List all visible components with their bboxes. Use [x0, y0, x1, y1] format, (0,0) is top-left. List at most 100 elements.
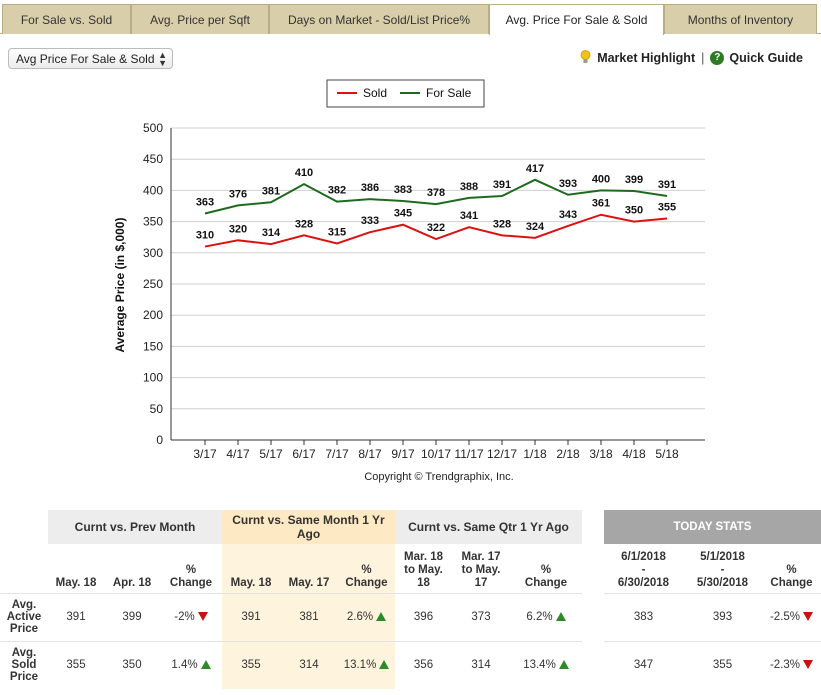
data-label: 363 [196, 196, 214, 208]
cell-pct: -2.5% [762, 592, 821, 641]
col-pct-change-3: % Change [510, 544, 582, 593]
top-links: Market Highlight | ? Quick Guide [580, 50, 803, 65]
cell-pct: -2.3% [762, 640, 821, 689]
pct-value: 6.2% [526, 611, 553, 623]
pct-value: 13.1% [343, 659, 377, 672]
pct-value: -2.5% [769, 611, 801, 623]
cell-pct: 13.1% [338, 640, 395, 689]
data-label: 386 [361, 182, 379, 194]
col-line: - [720, 563, 725, 576]
row-label-line: Price [9, 623, 39, 635]
table-row: Avg. Active Price 391 399 -2% 391 381 2.6%… [0, 592, 821, 641]
chart-type-select-value: Avg Price For Sale & Sold [16, 51, 155, 66]
y-tick-label: 500 [143, 121, 163, 135]
x-tick-label: 10/17 [421, 447, 451, 461]
data-label: 343 [559, 209, 577, 221]
cell-value: 356 [395, 640, 452, 689]
table-row: Avg. Sold Price 355 350 1.4% 355 314 13.1%… [0, 640, 821, 689]
tab-avg-price-for-sale-sold[interactable]: Avg. Price For Sale & Sold [489, 4, 664, 35]
data-label: 315 [328, 226, 346, 238]
data-label: 400 [592, 173, 610, 185]
y-tick-label: 0 [156, 433, 163, 447]
cell-value: 393 [683, 592, 762, 641]
col-line: 5/1/2018 [700, 550, 745, 563]
cell-value: 355 [222, 640, 280, 689]
x-tick-label: 4/17 [226, 447, 250, 461]
col-change-word: Change [345, 576, 388, 589]
tab-days-on-market[interactable]: Days on Market - Sold/List Price% [269, 4, 489, 34]
col-mar18-may18: Mar. 18 to May. 18 [395, 544, 452, 593]
col-line: 18 [417, 576, 430, 589]
col-pct-change-4: % Change [762, 544, 821, 593]
stats-gap-cell [582, 593, 604, 641]
data-label: 328 [295, 218, 313, 230]
col-may18-b: May. 18 [222, 544, 280, 593]
lightbulb-icon [580, 50, 591, 63]
up-arrow-icon [558, 660, 569, 670]
y-tick-label: 100 [143, 371, 163, 385]
col-pct-symbol: % [786, 563, 797, 576]
x-tick-label: 12/17 [487, 447, 517, 461]
x-tick-label: 5/18 [655, 447, 679, 461]
pct-value: 2.6% [346, 611, 374, 623]
x-tick-label: 5/17 [259, 447, 283, 461]
up-arrow-icon [376, 612, 387, 621]
chart-type-select[interactable]: Avg Price For Sale & Sold ▲ ▼ [8, 48, 173, 69]
cell-pct: 13.4% [510, 640, 582, 689]
data-label: 341 [460, 210, 478, 222]
down-arrow-icon [197, 612, 208, 621]
col-line: 17 [474, 576, 488, 589]
cell-pct: 1.4% [160, 640, 222, 689]
x-tick-label: 1/18 [523, 447, 547, 461]
y-tick-label: 250 [143, 277, 163, 291]
data-label: 381 [262, 185, 280, 197]
cell-value: 373 [452, 592, 510, 641]
market-highlight-link[interactable]: Market Highlight [597, 50, 696, 65]
quick-guide-link[interactable]: Quick Guide [729, 50, 803, 65]
col-line: Mar. 18 [404, 550, 443, 563]
y-tick-label: 200 [143, 308, 163, 322]
data-label: 350 [625, 205, 643, 217]
cell-value: 314 [452, 640, 510, 689]
stats-corner-2 [0, 544, 48, 593]
stats-column-header-row: May. 18 Apr. 18 % Change May. 18 May. 17 … [0, 544, 821, 593]
row-label-line: Avg. [11, 599, 37, 611]
data-label: 310 [196, 230, 214, 242]
cell-value: 350 [104, 640, 160, 689]
data-label: 361 [592, 198, 610, 210]
data-label: 345 [394, 208, 412, 220]
y-tick-label: 350 [143, 215, 163, 229]
data-label: 322 [427, 222, 445, 234]
col-today-range: 6/1/2018-6/30/2018 [604, 544, 683, 593]
chart-credit: Copyright © Trendgraphix, Inc. [364, 471, 513, 483]
stats-gap [582, 510, 604, 544]
data-label: 417 [526, 163, 544, 175]
data-label: 376 [229, 188, 247, 200]
price-line-chart: 0 50 100 150 200 250 300 350 400 450 500 3/17 4/17 5… [113, 79, 705, 483]
data-label: 355 [658, 201, 676, 213]
series-line-sold [204, 213, 668, 248]
tab-avg-price-per-sqft[interactable]: Avg. Price per Sqft [131, 4, 269, 34]
col-pct-change-1: % Change [160, 544, 222, 593]
data-labels: 310 320 314 328 315 333 345 322 341 328 324 343 361 3… [196, 163, 676, 242]
x-tick-label: 3/17 [193, 447, 217, 461]
y-axis-label: Average Price (in $,000) [113, 218, 127, 353]
col-may18: May. 18 [55, 576, 97, 589]
x-tick-label: 9/17 [391, 447, 415, 461]
cell-value: 396 [395, 592, 452, 641]
tab-months-of-inventory[interactable]: Months of Inventory [664, 4, 817, 34]
cell-value: 314 [280, 640, 338, 689]
x-tick-label: 11/17 [454, 447, 483, 461]
col-line: Mar. 17 [461, 550, 501, 563]
up-arrow-icon [555, 612, 566, 621]
tab-for-sale-vs-sold[interactable]: For Sale vs. Sold [2, 4, 131, 34]
tab-bar: For Sale vs. Sold Avg. Price per Sqft Da… [0, 0, 821, 35]
chart-series [204, 178, 668, 248]
data-label: 399 [625, 174, 643, 186]
data-label: 382 [328, 185, 346, 197]
x-axis-ticks: 3/17 4/17 5/17 6/17 7/17 8/17 9/17 10/17 11/17 12… [193, 440, 679, 461]
x-tick-label: 7/17 [325, 447, 349, 461]
data-label: 333 [361, 215, 379, 227]
col-mar17-may17: Mar. 17 to May. 17 [452, 544, 510, 593]
question-icon: ? [710, 50, 725, 65]
